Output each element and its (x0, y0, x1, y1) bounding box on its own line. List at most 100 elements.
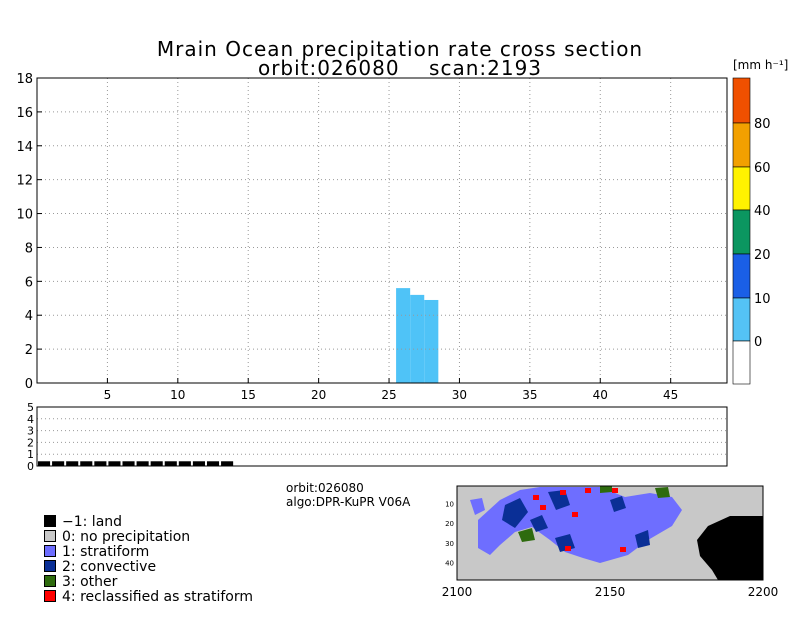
rain-type-map: 2100 2150 2200 10 20 30 40 (442, 485, 779, 599)
strip-land-bar (66, 461, 79, 466)
legend-swatch (44, 560, 56, 572)
map-stratiform-area (470, 498, 485, 515)
map-stratiform-area (478, 487, 682, 563)
legend-label: 2: convective (62, 559, 157, 575)
y-tick-label: 10 (16, 208, 33, 223)
y-tick-label: 4 (25, 309, 33, 324)
strip-land-bar (178, 461, 191, 466)
map-convective-area (610, 496, 626, 512)
legend-swatch (44, 530, 56, 542)
x-tick-label: 20 (311, 388, 326, 402)
colorbar-segment (732, 253, 751, 299)
legend-item: 2: convective (44, 560, 156, 575)
colorbar-unit: [mm h⁻¹] (733, 58, 789, 72)
colorbar-label: 80 (754, 117, 771, 132)
legend-swatch (44, 545, 56, 557)
map-x-label: 2100 (442, 585, 473, 599)
strip-land-bar (221, 461, 234, 466)
strip-frame (36, 406, 728, 467)
strip-y-label: 3 (27, 425, 34, 438)
colorbar-label: 10 (754, 292, 771, 307)
orbit-label: orbit:026080 (286, 481, 364, 495)
map-y-label: 10 (445, 501, 454, 509)
strip-land-bar (80, 461, 93, 466)
map-reclassified-pixel (620, 547, 626, 552)
legend-item: −1: land (44, 515, 122, 530)
colorbar-label: 0 (754, 335, 762, 350)
map-convective-area (502, 498, 528, 528)
legend-swatch (44, 515, 56, 527)
strip-land-bar (164, 461, 177, 466)
chart-title: Mrain Ocean precipitation rate cross sec… (156, 37, 644, 61)
strip-land-bar (206, 461, 220, 466)
map-reclassified-pixel (585, 488, 591, 493)
x-tick-label: 45 (663, 388, 678, 402)
x-tick-label: 40 (593, 388, 608, 402)
map-convective-area (530, 515, 548, 532)
x-tick-label: 25 (381, 388, 396, 402)
map-reclassified-pixel (565, 546, 571, 551)
map-other-area (655, 487, 670, 498)
strip-land-bar (38, 461, 51, 466)
legend-label: 0: no precipitation (62, 529, 191, 545)
colorbar-label: 60 (754, 161, 771, 176)
strip-land-bar (150, 461, 163, 466)
strip-land-bar (52, 461, 65, 466)
map-y-label: 20 (445, 520, 454, 528)
x-tick-label: 35 (522, 388, 537, 402)
precip-bar (424, 299, 439, 383)
legend-label: −1: land (62, 514, 123, 530)
strip-y-label: 4 (27, 413, 34, 426)
strip-land-bar (94, 461, 107, 466)
x-tick-label: 15 (241, 388, 256, 402)
colorbar-label: 20 (754, 248, 771, 263)
precip-bar (396, 288, 411, 383)
legend-item: 0: no precipitation (44, 530, 190, 545)
y-tick-label: 14 (16, 140, 33, 155)
strip-land-bar (192, 461, 205, 466)
map-x-label: 2150 (595, 585, 626, 599)
main-plot-frame (36, 77, 728, 384)
y-tick-label: 16 (16, 106, 33, 121)
chart-subtitle: orbit:026080 scan:2193 (257, 56, 543, 80)
colorbar-segment (732, 122, 751, 168)
strip-y-label: 5 (27, 401, 34, 414)
strip-land-bar (122, 461, 135, 466)
strip-y-label: 2 (27, 436, 34, 449)
map-reclassified-pixel (612, 488, 618, 493)
map-x-label: 2200 (748, 585, 779, 599)
legend-label: 3: other (62, 574, 118, 590)
map-reclassified-pixel (560, 490, 566, 495)
legend-item: 4: reclassified as stratiform (44, 590, 253, 605)
legend-item: 3: other (44, 575, 117, 590)
x-tick-label: 10 (170, 388, 185, 402)
colorbar-label: 40 (754, 204, 771, 219)
y-tick-label: 0 (25, 377, 33, 392)
colorbar-segment (732, 297, 751, 342)
map-convective-area (635, 530, 650, 548)
y-tick-label: 12 (16, 174, 33, 189)
map-y-label: 30 (445, 540, 454, 548)
precip-bar (410, 294, 425, 383)
colorbar: 0 10 20 40 60 80 (732, 77, 771, 385)
legend-swatch (44, 575, 56, 587)
x-tick-label: 30 (452, 388, 467, 402)
map-other-area (600, 486, 612, 493)
y-tick-label: 8 (25, 241, 33, 256)
colorbar-segment (732, 209, 751, 255)
colorbar-segment (732, 77, 751, 124)
map-reclassified-pixel (533, 495, 539, 500)
map-reclassified-pixel (540, 505, 546, 510)
map-other-area (518, 528, 535, 542)
x-tick-label: 5 (104, 388, 112, 402)
strip-land-bar (136, 461, 149, 466)
strip-land-bar (108, 461, 121, 466)
main-plot: 5 10 15 20 25 30 35 40 45 0 2 4 6 8 10 12 14 16 18 (16, 72, 728, 402)
strip-y-label: 0 (27, 460, 34, 473)
legend-item: 1: stratiform (44, 545, 149, 560)
legend-label: 4: reclassified as stratiform (62, 589, 254, 605)
y-tick-label: 18 (16, 72, 33, 87)
y-tick-label: 2 (25, 343, 33, 358)
